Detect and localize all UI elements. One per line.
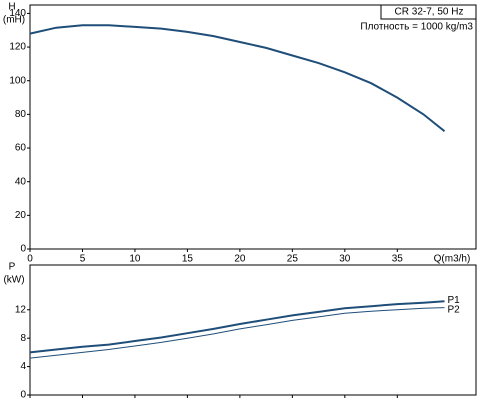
series-label: P2	[448, 304, 461, 315]
x-tick-label: 30	[339, 254, 351, 265]
annotation: CR 32-7, 50 Hz	[395, 7, 464, 18]
x-tick-label: 25	[287, 254, 299, 265]
y-tick-label: 8	[20, 333, 26, 344]
x-axis-label: Q(m3/h)	[434, 254, 471, 265]
curve	[29, 300, 445, 354]
x-tick-label: 10	[129, 254, 141, 265]
x-tick-label: 35	[392, 254, 404, 265]
y-tick-label: 4	[20, 361, 26, 372]
y-axis-label: P	[9, 262, 16, 273]
plot-frame	[29, 4, 477, 250]
series-label: P1	[448, 295, 461, 306]
x-tick-label: 15	[182, 254, 194, 265]
y-axis-label: H	[8, 2, 15, 13]
x-tick-label: 0	[27, 254, 33, 265]
y-tick-label: 120	[9, 42, 26, 53]
y-tick-label: 0	[20, 390, 26, 400]
y-tick-label: 20	[15, 210, 27, 221]
y-axis-unit: (kW)	[3, 275, 24, 286]
plot-frame	[29, 264, 477, 396]
x-tick-label: 5	[80, 254, 86, 265]
curve	[29, 24, 446, 132]
y-tick-label: 12	[15, 304, 27, 315]
y-tick-label: 0	[20, 244, 26, 255]
y-tick-label: 100	[9, 75, 26, 86]
y-tick-label: 60	[15, 143, 27, 154]
y-tick-label: 140	[9, 8, 26, 19]
y-tick-label: 80	[15, 109, 27, 120]
x-tick-label: 20	[234, 254, 246, 265]
legend-box	[380, 4, 477, 20]
y-tick-label: 40	[15, 176, 27, 187]
curve	[29, 307, 445, 359]
annotation: Плотность = 1000 kg/m3	[360, 22, 473, 33]
y-axis-unit: (mH)	[3, 15, 25, 26]
